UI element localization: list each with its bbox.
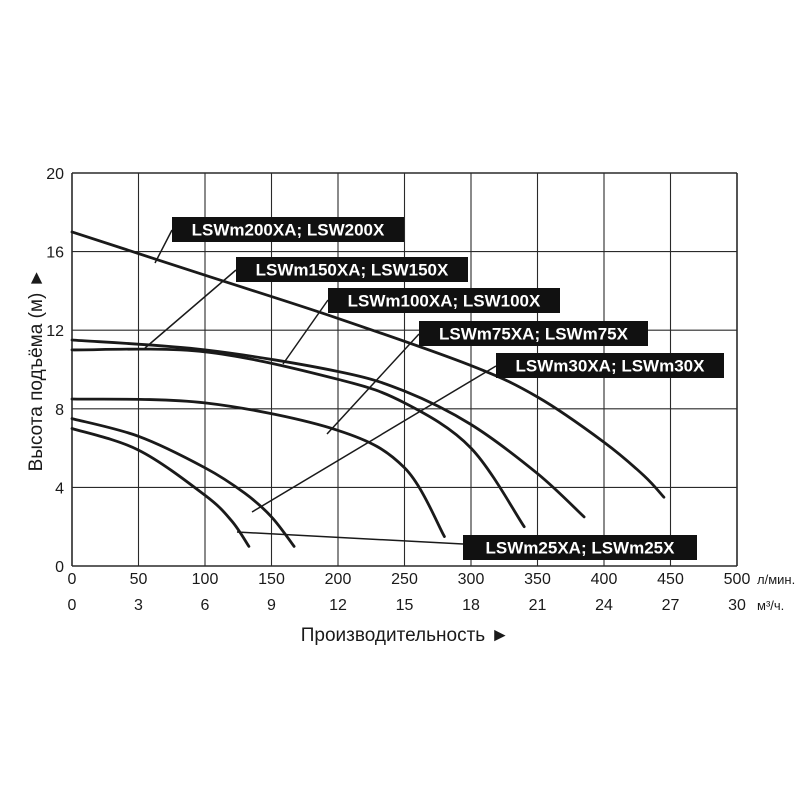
x-tick-label-secondary: 3 [134,597,143,614]
x-tick-label-secondary: 6 [201,597,210,614]
leader-line-4 [251,365,497,513]
series-label-0: LSWm200XA; LSW200X [192,221,385,240]
x-tick-label-secondary: 30 [728,597,746,614]
performance-curves [70,230,666,548]
leader-line-5 [236,531,464,545]
leader-line-2 [282,299,329,365]
y-tick-label: 4 [55,480,64,497]
x-tick-label-secondary: 18 [462,597,480,614]
series-label-3: LSWm75XA; LSWm75X [439,325,629,344]
series-label-4: LSWm30XA; LSWm30X [516,357,706,376]
leader-line-0 [154,229,173,264]
series-label-box-4 [496,353,724,378]
x-tick-label-secondary: 27 [662,597,680,614]
x-unit-secondary: м³/ч. [757,598,784,613]
series-label-box-5 [463,535,697,560]
x-tick-label-secondary: 21 [529,597,547,614]
series-curve-4 [70,417,296,548]
series-label-2: LSWm100XA; LSW100X [348,292,541,311]
x-tick-label-primary: 300 [458,571,485,588]
grid [71,172,738,567]
x-tick-label-primary: 150 [258,571,285,588]
x-tick-label-secondary: 12 [329,597,347,614]
series-curve-1 [70,338,586,519]
series-label-box-0 [172,217,404,242]
y-tick-label: 0 [55,559,64,576]
x-tick-label-primary: 0 [68,571,77,588]
x-tick-label-primary: 500 [724,571,751,588]
x-tick-label-secondary: 15 [396,597,414,614]
y-tick-label: 12 [46,323,64,340]
x-tick-label-primary: 450 [657,571,684,588]
x-axis-title: Производительность ► [301,625,510,646]
y-tick-label: 8 [55,402,64,419]
leader-line-1 [144,269,237,349]
x-tick-label-primary: 350 [524,571,551,588]
series-labels: LSWm200XA; LSW200X LSWm150XA; LSW150X LSWm… [172,217,724,560]
x-tick-label-primary: 400 [591,571,618,588]
series-curve-5 [70,427,251,548]
x-tick-label-primary: 250 [391,571,418,588]
x-unit-primary: л/мин. [757,572,795,587]
series-label-box-2 [328,288,560,313]
x-tick-label-secondary: 0 [68,597,77,614]
series-curve-0 [70,230,666,499]
y-tick-label: 20 [46,166,64,183]
series-curve-2 [70,347,526,529]
series-label-1: LSWm150XA; LSW150X [256,261,449,280]
axis-ticks: 0050310061509200122501530018350214002445… [46,166,795,614]
series-label-box-3 [419,321,648,346]
series-curve-3 [70,397,446,538]
y-axis-title: Высота подъёма (м) ► [26,269,47,472]
x-tick-label-primary: 50 [130,571,148,588]
series-label-box-1 [236,257,468,282]
x-tick-label-secondary: 24 [595,597,613,614]
y-tick-label: 16 [46,245,64,262]
x-tick-label-primary: 200 [325,571,352,588]
x-tick-label-secondary: 9 [267,597,276,614]
x-tick-label-primary: 100 [192,571,219,588]
leader-line-3 [326,333,420,435]
series-label-5: LSWm25XA; LSWm25X [486,539,676,558]
label-leader-lines [144,229,497,545]
